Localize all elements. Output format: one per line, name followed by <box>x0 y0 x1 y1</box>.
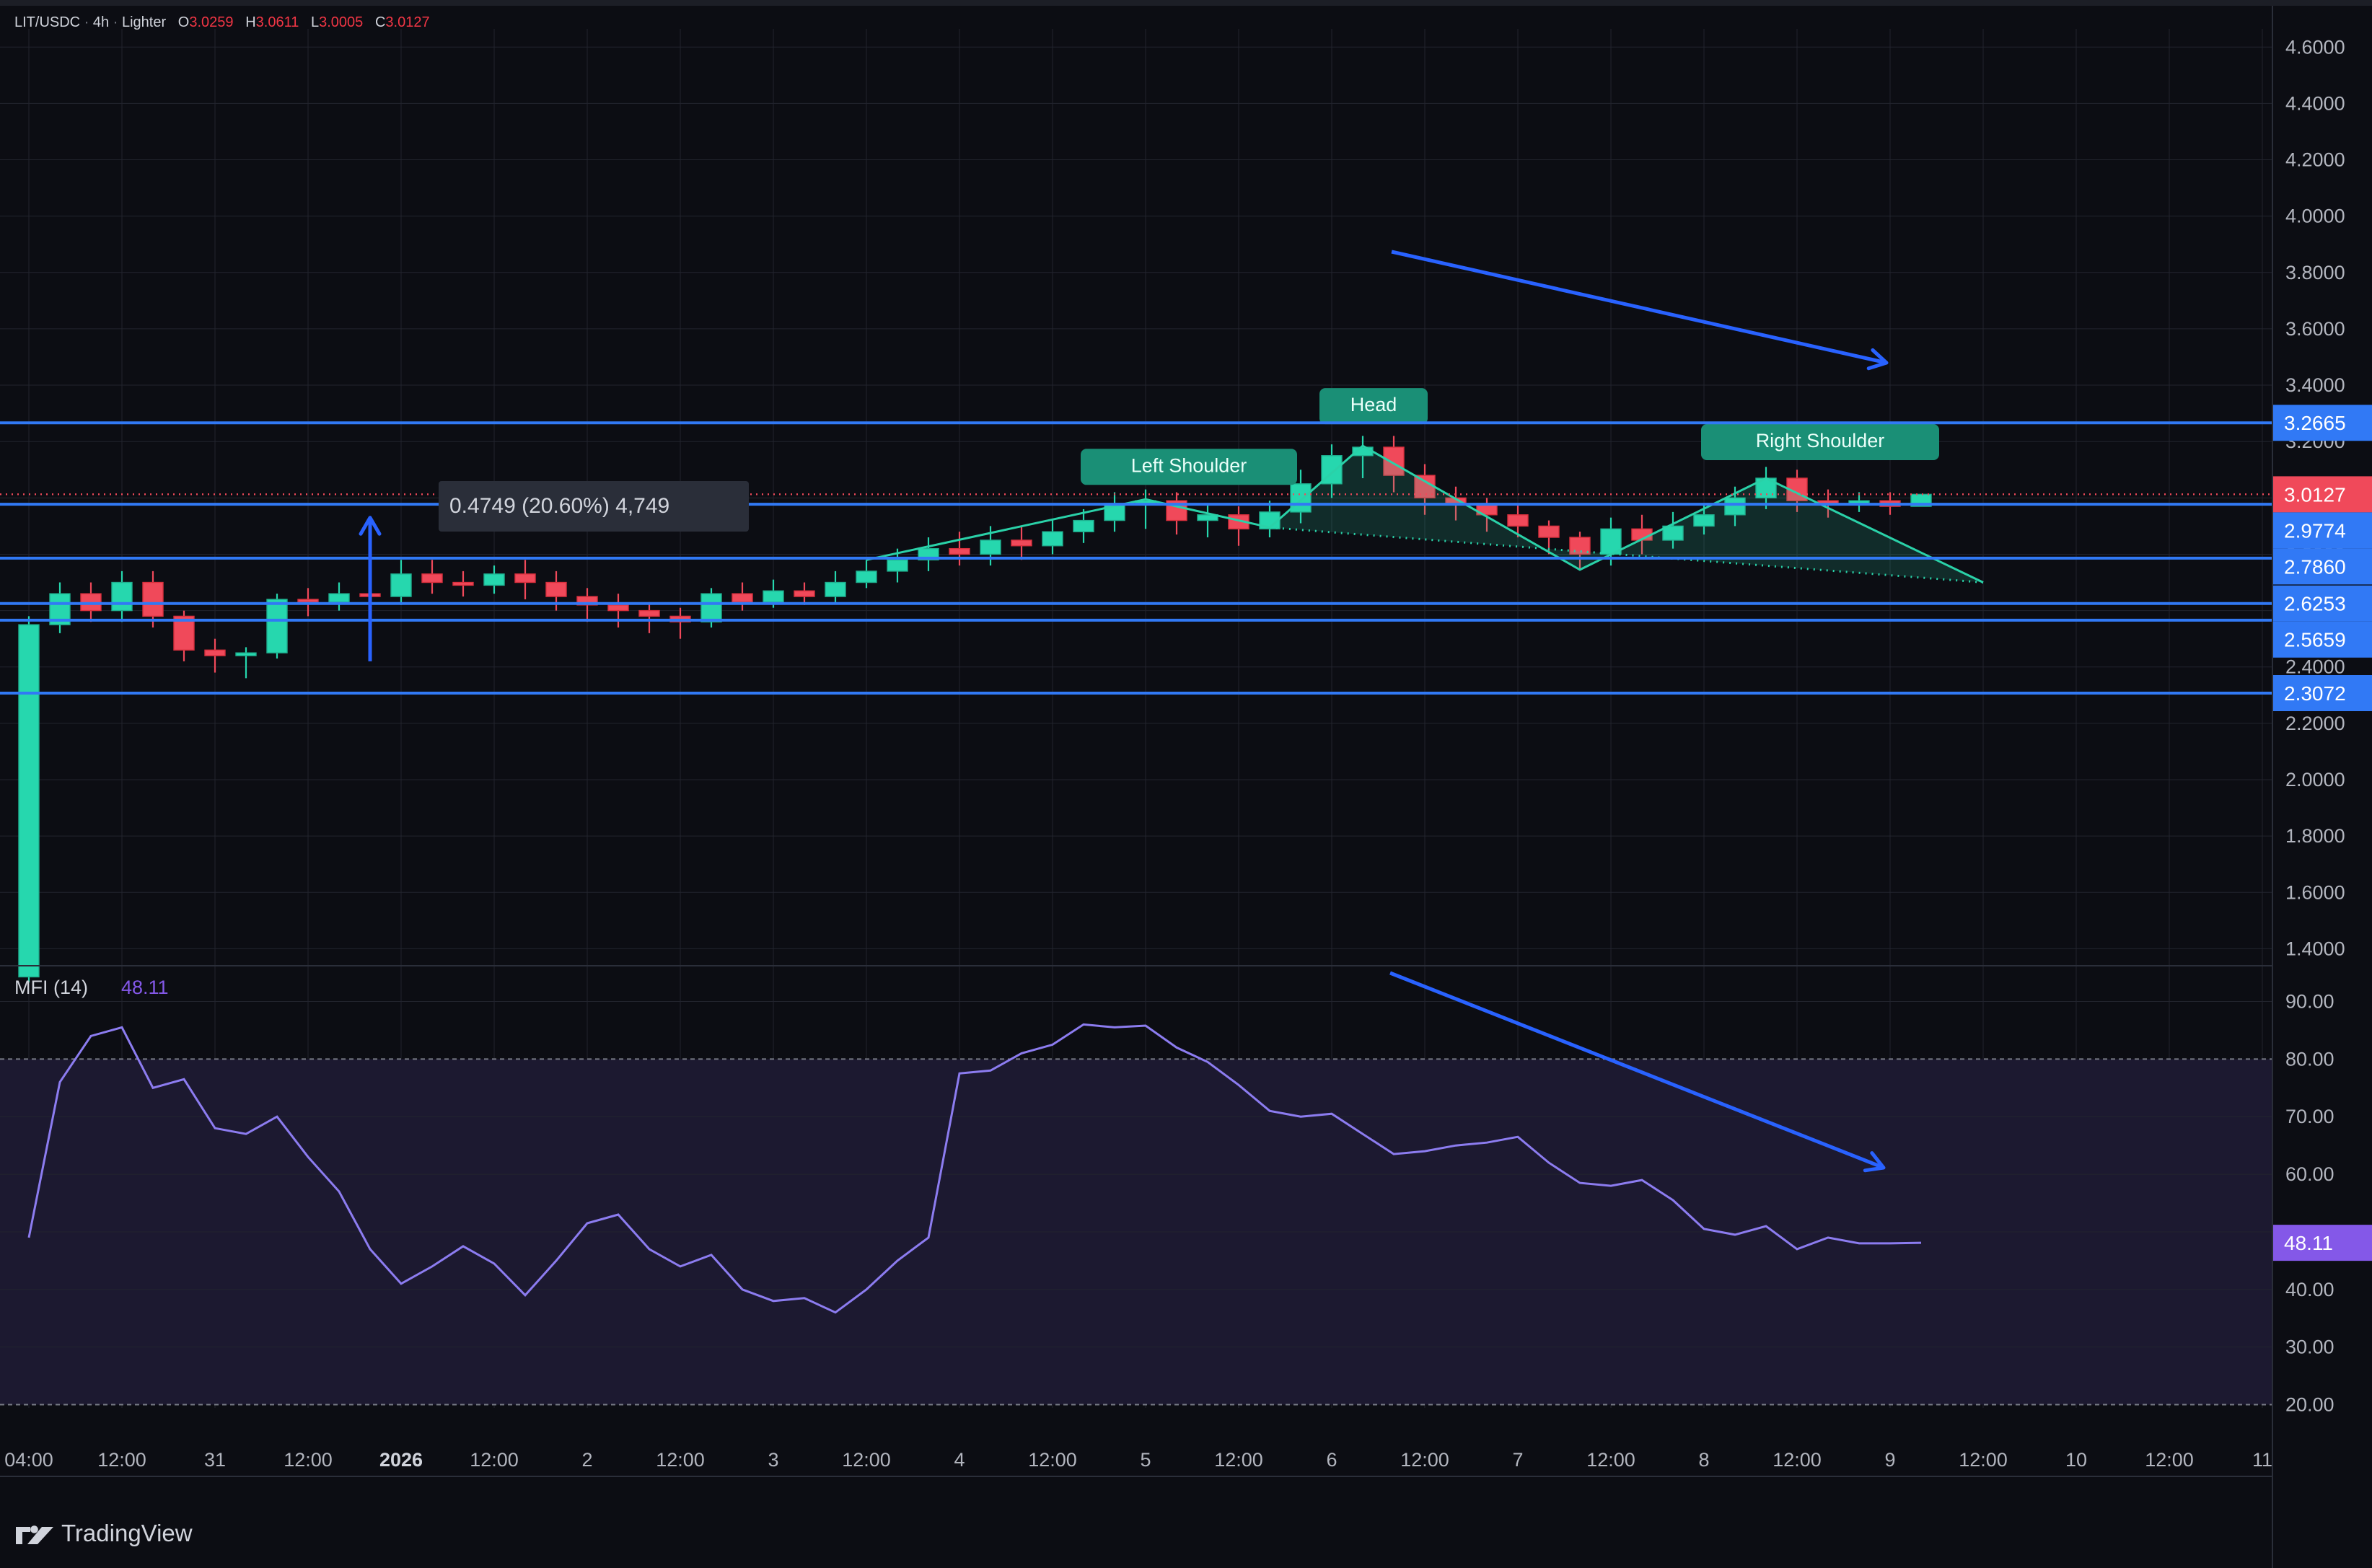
svg-text:Head: Head <box>1350 394 1397 415</box>
svg-text:12:00: 12:00 <box>470 1449 519 1471</box>
svg-text:48.11: 48.11 <box>2284 1232 2333 1254</box>
svg-text:2.2000: 2.2000 <box>2285 713 2345 734</box>
svg-text:2.7860: 2.7860 <box>2284 555 2346 578</box>
svg-text:Left Shoulder: Left Shoulder <box>1131 454 1247 476</box>
svg-text:90.00: 90.00 <box>2285 991 2334 1013</box>
svg-text:60.00: 60.00 <box>2285 1163 2334 1185</box>
svg-text:1.6000: 1.6000 <box>2285 881 2345 903</box>
svg-text:3.6000: 3.6000 <box>2285 318 2345 340</box>
svg-text:2: 2 <box>581 1449 592 1471</box>
svg-text:12:00: 12:00 <box>656 1449 705 1471</box>
svg-text:31: 31 <box>204 1449 226 1471</box>
svg-text:12:00: 12:00 <box>1773 1449 1822 1471</box>
svg-text:2.5659: 2.5659 <box>2284 629 2346 651</box>
svg-text:10: 10 <box>2065 1449 2087 1471</box>
svg-text:5: 5 <box>1140 1449 1151 1471</box>
svg-text:7: 7 <box>1512 1449 1523 1471</box>
svg-text:3.4000: 3.4000 <box>2285 374 2345 396</box>
svg-text:20.00: 20.00 <box>2285 1394 2334 1416</box>
svg-text:12:00: 12:00 <box>1028 1449 1077 1471</box>
svg-text:4.0000: 4.0000 <box>2285 206 2345 227</box>
svg-text:80.00: 80.00 <box>2285 1048 2334 1070</box>
svg-text:12:00: 12:00 <box>97 1449 146 1471</box>
svg-text:11: 11 <box>2252 1449 2272 1471</box>
svg-text:9: 9 <box>1884 1449 1895 1471</box>
svg-text:0.4749 (20.60%) 4,749: 0.4749 (20.60%) 4,749 <box>449 494 669 518</box>
svg-text:1.8000: 1.8000 <box>2285 825 2345 847</box>
svg-text:4: 4 <box>954 1449 965 1471</box>
svg-text:12:00: 12:00 <box>842 1449 891 1471</box>
svg-text:3.2665: 3.2665 <box>2284 412 2346 434</box>
svg-text:6: 6 <box>1326 1449 1337 1471</box>
svg-text:4.2000: 4.2000 <box>2285 149 2345 171</box>
svg-text:1.4000: 1.4000 <box>2285 938 2345 959</box>
svg-text:12:00: 12:00 <box>284 1449 333 1471</box>
svg-text:3.0127: 3.0127 <box>2284 483 2346 506</box>
svg-text:2026: 2026 <box>379 1449 423 1471</box>
svg-text:3.8000: 3.8000 <box>2285 262 2345 283</box>
svg-text:2.0000: 2.0000 <box>2285 769 2345 790</box>
svg-text:48.11: 48.11 <box>121 977 169 998</box>
svg-text:MFI (14): MFI (14) <box>14 977 88 998</box>
svg-text:4.4000: 4.4000 <box>2285 92 2345 114</box>
svg-text:70.00: 70.00 <box>2285 1106 2334 1127</box>
svg-text:2.9774: 2.9774 <box>2284 519 2346 542</box>
svg-text:Right Shoulder: Right Shoulder <box>1756 430 1885 452</box>
svg-text:12:00: 12:00 <box>1400 1449 1449 1471</box>
svg-text:12:00: 12:00 <box>2145 1449 2194 1471</box>
svg-text:3: 3 <box>768 1449 778 1471</box>
svg-text:TradingView: TradingView <box>61 1520 193 1546</box>
svg-text:40.00: 40.00 <box>2285 1279 2334 1300</box>
svg-text:2.4000: 2.4000 <box>2285 656 2345 678</box>
svg-text:8: 8 <box>1698 1449 1709 1471</box>
svg-text:12:00: 12:00 <box>1214 1449 1263 1471</box>
svg-text:30.00: 30.00 <box>2285 1336 2334 1358</box>
svg-text:12:00: 12:00 <box>1959 1449 2008 1471</box>
svg-text:04:00: 04:00 <box>4 1449 53 1471</box>
svg-text:2.3072: 2.3072 <box>2284 682 2346 705</box>
svg-text:2.6253: 2.6253 <box>2284 593 2346 615</box>
svg-text:4.6000: 4.6000 <box>2285 36 2345 58</box>
svg-text:12:00: 12:00 <box>1586 1449 1635 1471</box>
